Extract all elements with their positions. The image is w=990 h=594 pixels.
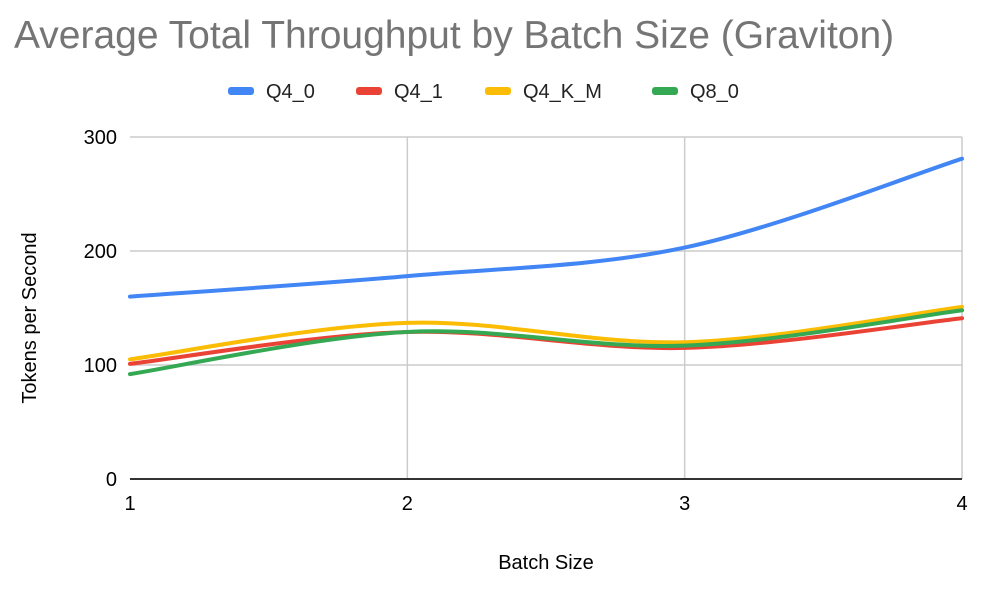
- legend-item-q4-k-m: Q4_K_M: [485, 81, 602, 103]
- legend: Q4_0 Q4_1 Q4_K_M Q8_0: [228, 81, 739, 103]
- x-tick-label: 2: [402, 493, 413, 515]
- y-tick-label: 0: [106, 469, 117, 491]
- chart-title: Average Total Throughput by Batch Size (…: [14, 14, 895, 57]
- y-tick-label: 100: [84, 355, 117, 377]
- x-tick-label: 4: [956, 493, 967, 515]
- legend-item-q4-1: Q4_1: [356, 81, 443, 103]
- legend-swatch: [485, 87, 511, 95]
- legend-item-q8-0: Q8_0: [652, 81, 739, 103]
- series-line-q8-0: [128, 308, 964, 377]
- x-tick-label: 1: [124, 493, 135, 515]
- x-axis-label: Batch Size: [498, 552, 594, 574]
- legend-swatch: [356, 87, 382, 95]
- legend-label: Q8_0: [690, 81, 739, 103]
- y-tick-label: 200: [84, 241, 117, 263]
- x-tick-label: 3: [679, 493, 690, 515]
- series-lines: [128, 156, 964, 377]
- y-axis-label: Tokens per Second: [19, 232, 41, 403]
- series-line-q4-k-m: [128, 304, 964, 362]
- legend-label: Q4_K_M: [523, 81, 602, 103]
- legend-item-q4-0: Q4_0: [228, 81, 315, 103]
- axes: 0 100 200 300 1 2 3 4: [84, 127, 968, 515]
- grid: [130, 136, 963, 479]
- legend-swatch: [228, 87, 254, 95]
- legend-swatch: [652, 87, 678, 95]
- legend-label: Q4_0: [266, 81, 315, 103]
- legend-label: Q4_1: [394, 81, 443, 103]
- y-tick-label: 300: [84, 127, 117, 149]
- series-line-q4-0: [128, 156, 964, 299]
